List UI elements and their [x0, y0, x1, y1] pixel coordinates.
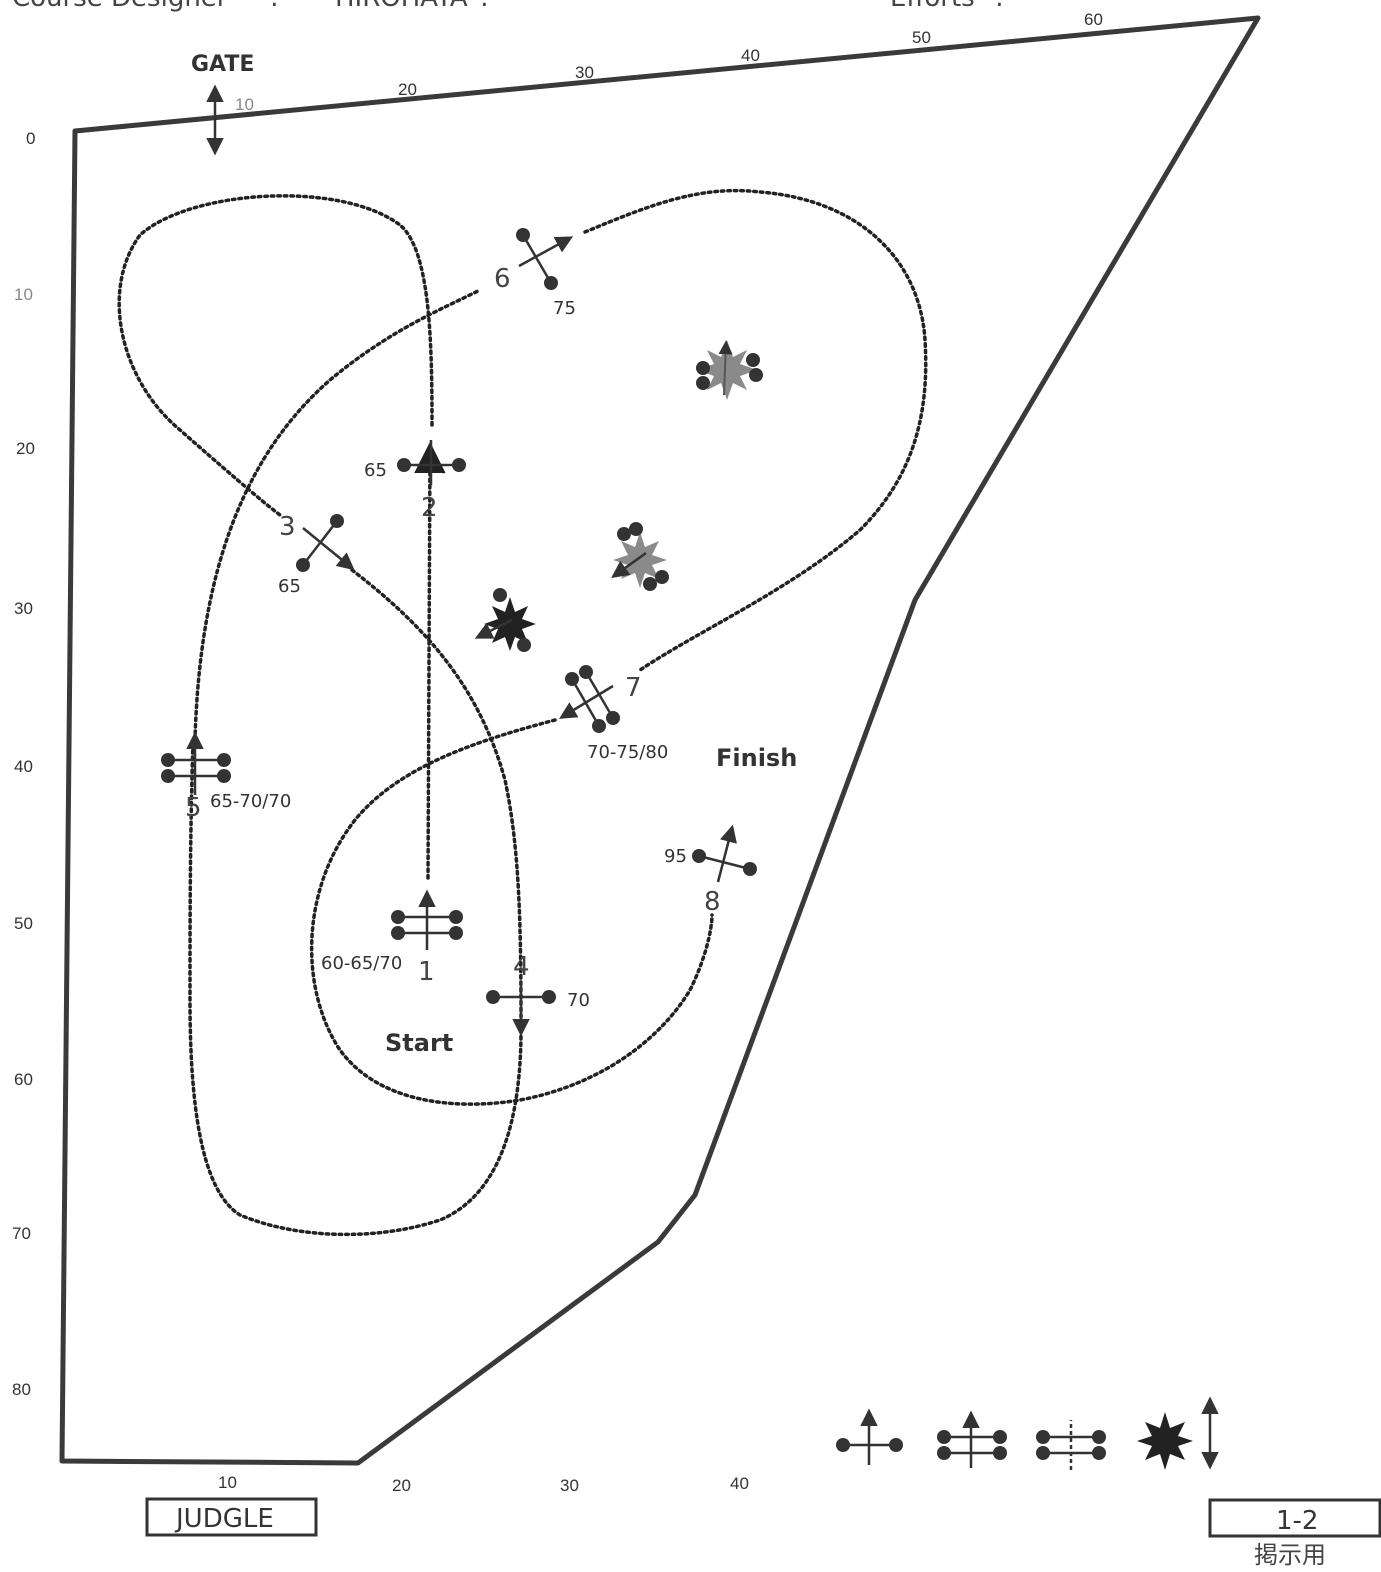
fence-4: 4 70: [486, 952, 590, 1037]
fence-6-heights: 75: [553, 298, 576, 319]
fence-6: 6 75: [494, 228, 576, 319]
legend-vertical-icon: [836, 1408, 903, 1465]
track-fence-6-to-fence-7: [583, 188, 928, 672]
scale-left-label: 50: [14, 914, 33, 933]
arena-boundary: [59, 15, 1261, 1466]
decorative-jump-center: [611, 522, 669, 591]
legend-oxer-icon: [937, 1410, 1007, 1468]
riding-track: [117, 188, 928, 1237]
track-start-to-fence-2: [414, 441, 446, 880]
fence-6-direction-icon: [518, 236, 574, 268]
scale-top-label: 10: [235, 95, 254, 114]
fence-5-number: 5: [185, 793, 202, 823]
scale-bottom-label: 40: [730, 1474, 749, 1493]
fence-1-number: 1: [418, 957, 435, 987]
scale-bottom-label: 10: [218, 1473, 237, 1492]
efforts-label: Efforts: [890, 0, 975, 13]
fence-8-number: 8: [704, 887, 721, 917]
fence-1: 1 60-65/70: [321, 889, 463, 987]
track-fence-7-to-fence-8: [309, 718, 714, 1106]
decoration-burst-icon: [697, 340, 757, 400]
scale-top-label: 30: [575, 63, 594, 82]
gate-label: GATE: [191, 52, 254, 77]
fence-5: 5 65-70/70: [161, 731, 291, 823]
efforts-separator: :: [995, 0, 1004, 13]
course-header: Course Designer : HIROHATA : Efforts :: [12, 0, 1004, 13]
fence-5-heights: 65-70/70: [210, 791, 291, 812]
finish-label: Finish: [716, 744, 797, 772]
fence-3-heights: 65: [278, 576, 301, 597]
track-fence-3-to-fence-4: [350, 568, 523, 1032]
fence-2: 2 65: [364, 440, 466, 523]
fence-8-direction-icon: [716, 824, 737, 883]
designer-name: HIROHATA: [335, 0, 468, 13]
designer-separator: :: [270, 0, 279, 13]
judge-box: JUDGLE: [145, 1497, 318, 1537]
scale-bottom-label: 30: [560, 1476, 579, 1495]
fence-2-number: 2: [421, 493, 438, 523]
designer-tail: :: [480, 0, 489, 13]
scale-left-label: 70: [12, 1224, 31, 1243]
legend-triple-bar-icon: [1036, 1420, 1106, 1470]
sheet-id-box: 1-2 掲示用: [1208, 1498, 1381, 1569]
fence-3-direction-icon: [302, 527, 355, 571]
scale-left-label: 0: [26, 129, 35, 148]
legend-decoration-icon: [1137, 1412, 1193, 1470]
scale-left-label: 40: [14, 757, 33, 776]
scale-top-label: 50: [912, 28, 931, 47]
fence-8-heights: 95: [664, 846, 687, 867]
scale-left-label: 30: [14, 599, 33, 618]
fence-8: 8 95: [664, 824, 757, 917]
fence-7-direction-icon: [559, 684, 614, 719]
scale-left-label: 10: [14, 285, 33, 304]
fence-4-number: 4: [513, 952, 530, 982]
scale-left-label: 20: [16, 439, 35, 458]
scale-left-label: 80: [12, 1380, 31, 1399]
fence-6-number: 6: [494, 264, 511, 294]
scale-top-label: 40: [741, 46, 760, 65]
decorative-jump-left-center: [474, 588, 536, 652]
legend: [836, 1396, 1219, 1470]
fence-1-heights: 60-65/70: [321, 953, 402, 974]
designer-label: Course Designer: [12, 0, 228, 13]
scale-bottom-label: 20: [392, 1476, 411, 1495]
scale-top-label: 20: [398, 80, 417, 99]
fence-4-heights: 70: [567, 990, 590, 1011]
fence-3: 3 65: [278, 512, 355, 597]
judge-label: JUDGLE: [174, 1504, 274, 1534]
fence-2-heights: 65: [364, 460, 387, 481]
track-fence-4-to-fence-5: [188, 738, 523, 1237]
gate: GATE: [191, 52, 254, 156]
scale-bottom: 10 20 30 40: [218, 1473, 749, 1495]
sheet-note: 掲示用: [1254, 1541, 1326, 1569]
decoration-burst-icon: [484, 597, 536, 651]
start-label: Start: [385, 1029, 453, 1057]
scale-left-label: 60: [14, 1070, 33, 1089]
track-fence-5-to-fence-6: [193, 288, 482, 742]
fence-3-number: 3: [279, 512, 296, 542]
decorative-jump-upper-right: [696, 340, 763, 400]
scale-top: 10 20 30 40 50 60: [235, 10, 1103, 114]
sheet-id: 1-2: [1276, 1506, 1318, 1536]
fence-7-number: 7: [625, 673, 642, 703]
fence-7-heights: 70-75/80: [587, 742, 668, 763]
fence-7: 7 70-75/80: [559, 665, 668, 763]
track-fence-2-to-fence-3: [117, 194, 434, 517]
scale-left: 0 10 20 30 40 50 60 70 80: [12, 129, 35, 1399]
scale-top-label: 60: [1084, 10, 1103, 29]
